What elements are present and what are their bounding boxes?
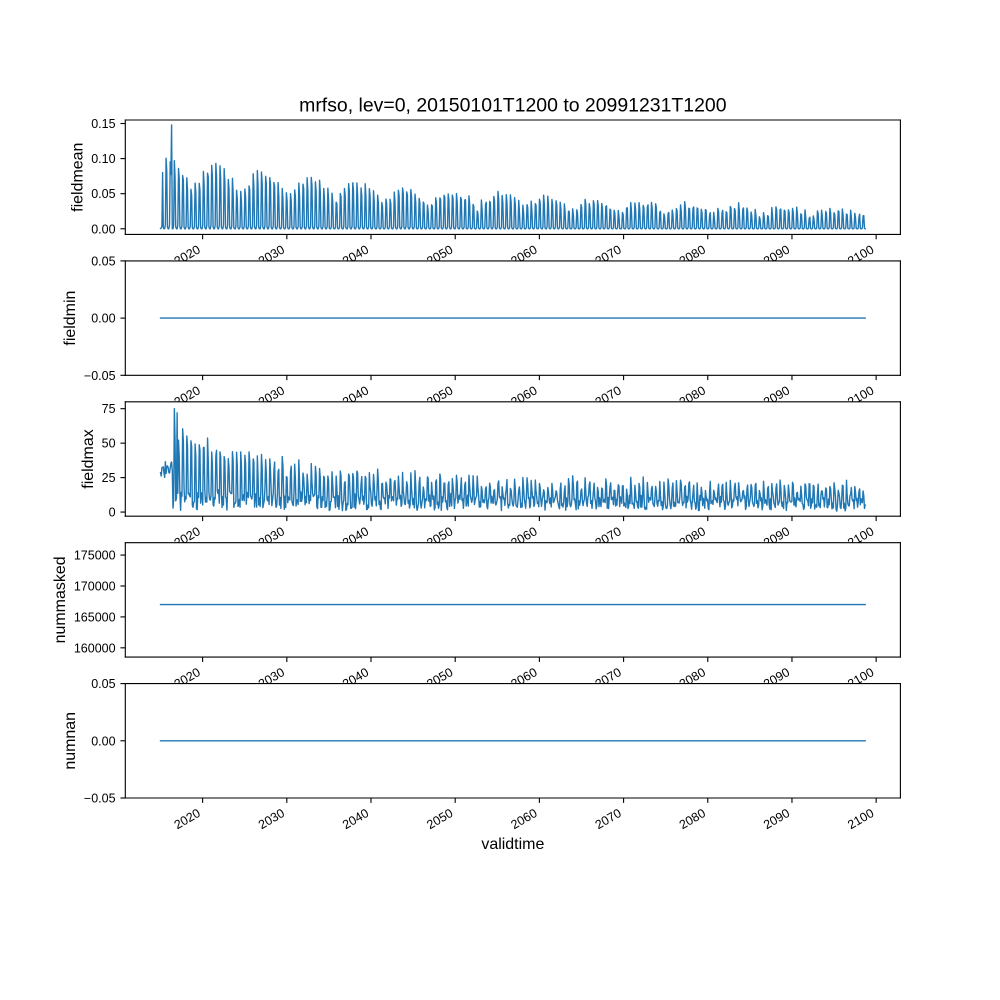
svg-text:25: 25 [102, 471, 116, 485]
svg-text:0: 0 [109, 506, 116, 520]
svg-text:validtime: validtime [481, 836, 544, 853]
svg-text:mrfso, lev=0, 20150101T1200 to: mrfso, lev=0, 20150101T1200 to 20991231T… [299, 95, 727, 117]
svg-text:nummasked: nummasked [52, 556, 69, 643]
svg-text:0.00: 0.00 [91, 222, 115, 236]
svg-text:0.05: 0.05 [91, 187, 115, 201]
svg-text:165000: 165000 [74, 610, 116, 624]
svg-text:175000: 175000 [74, 549, 116, 563]
svg-text:50: 50 [102, 437, 116, 451]
svg-text:−0.05: −0.05 [84, 792, 116, 806]
svg-text:0.10: 0.10 [91, 152, 115, 166]
svg-text:0.00: 0.00 [91, 734, 115, 748]
svg-text:fieldmin: fieldmin [62, 291, 79, 346]
svg-text:0.15: 0.15 [91, 117, 115, 131]
svg-text:−0.05: −0.05 [84, 369, 116, 383]
svg-text:75: 75 [102, 402, 116, 416]
svg-text:numnan: numnan [62, 712, 79, 770]
svg-text:fieldmean: fieldmean [69, 143, 86, 212]
svg-text:fieldmax: fieldmax [80, 429, 97, 488]
svg-text:0.05: 0.05 [91, 677, 115, 691]
svg-text:0.05: 0.05 [91, 254, 115, 268]
svg-text:160000: 160000 [74, 641, 116, 655]
svg-text:170000: 170000 [74, 580, 116, 594]
svg-text:0.00: 0.00 [91, 312, 115, 326]
